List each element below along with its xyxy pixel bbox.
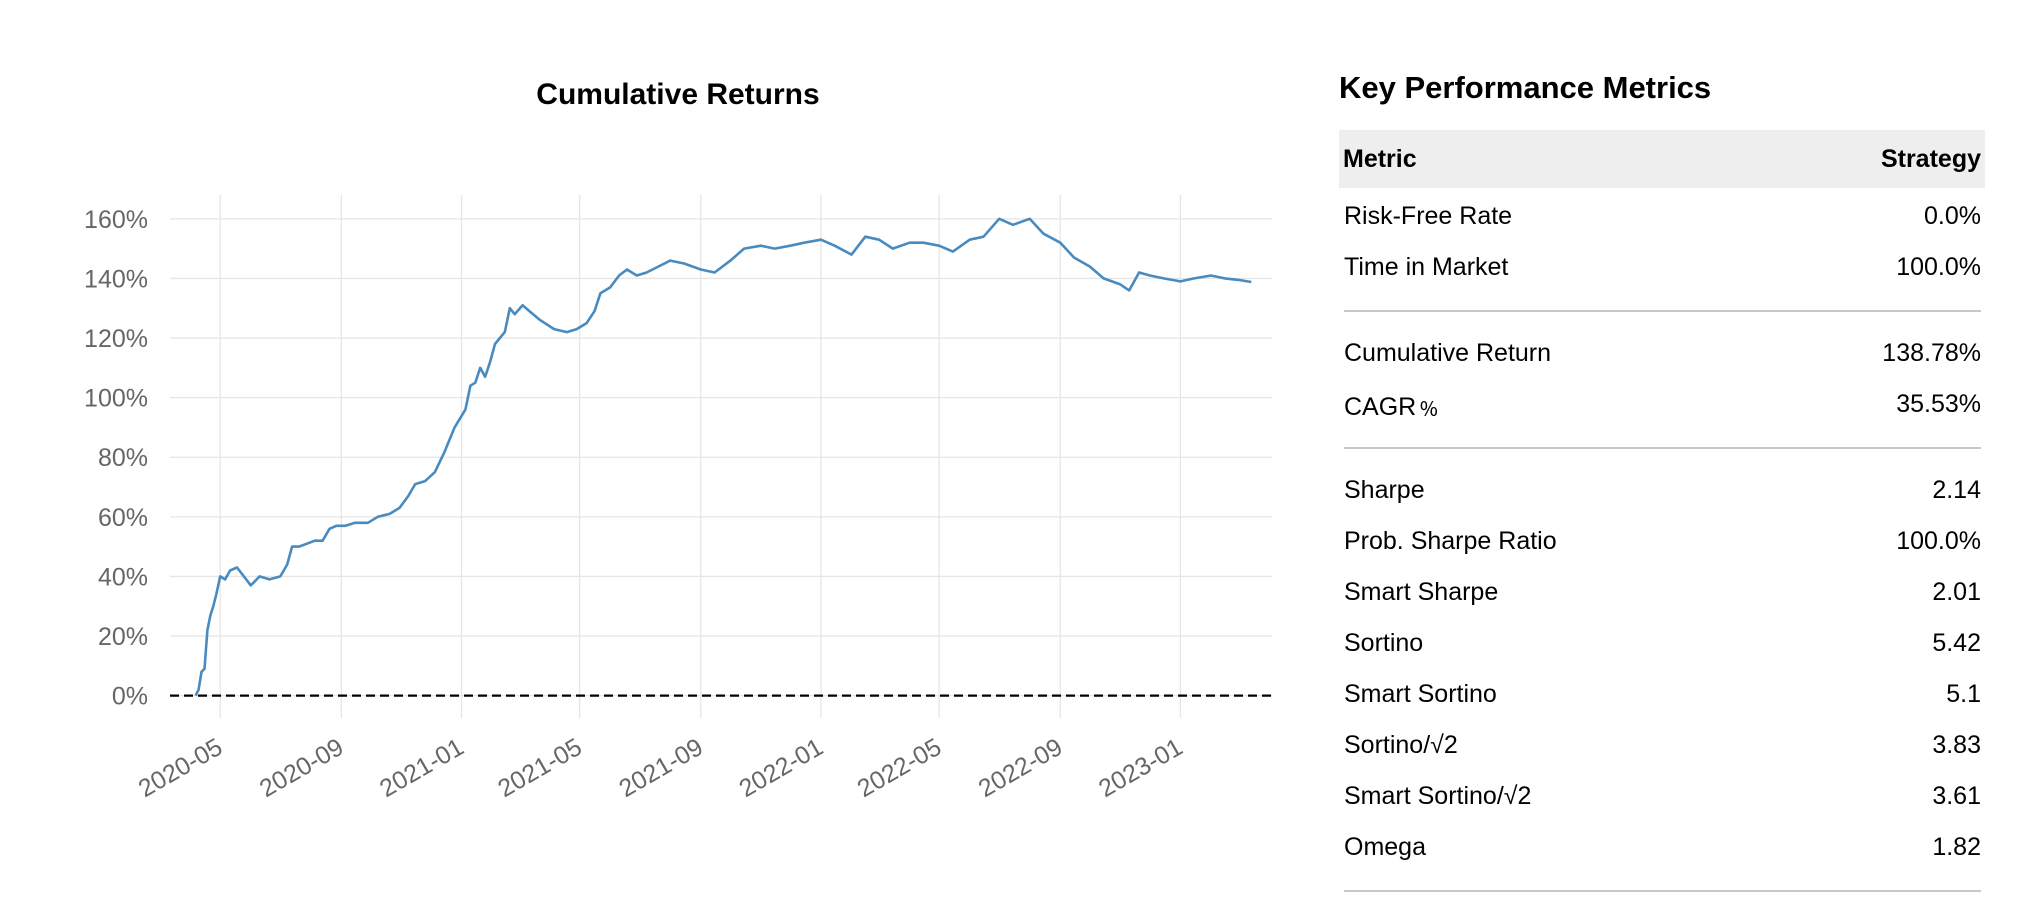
metric-value: 3.61 — [1932, 782, 1981, 810]
y-tick-label: 40% — [98, 563, 148, 591]
grid-lines — [170, 195, 1272, 718]
metric-row: Smart Sortino/√2 3.61 — [1339, 771, 1985, 822]
x-tick-label: 2020-05 — [134, 733, 227, 803]
metric-label: Smart Sharpe — [1344, 578, 1499, 606]
metrics-table: Metric Strategy Risk-Free Rate 0.0% Time… — [1339, 130, 1985, 908]
metric-value: 1.82 — [1932, 833, 1981, 861]
metric-row: Sortino 5.42 — [1339, 618, 1985, 669]
section-divider — [1339, 430, 1985, 465]
metric-label: Omega — [1344, 833, 1426, 861]
x-tick-label: 2022-01 — [735, 733, 828, 803]
cumulative-returns-chart: 0% 20% 40% 60% 80% 100% 120% 140% 160% 2020-05 20… — [84, 78, 1272, 803]
metric-row: Risk-Free Rate 0.0% — [1339, 191, 1985, 242]
metric-row: Sharpe 2.14 — [1339, 465, 1985, 516]
metric-label: Prob. Sharpe Ratio — [1344, 527, 1557, 555]
metrics-title: Key Performance Metrics — [1339, 70, 1712, 105]
metric-value: 5.1 — [1946, 680, 1981, 708]
metric-value: 2.14 — [1932, 476, 1981, 504]
chart-title: Cumulative Returns — [536, 78, 819, 111]
metric-row: Time in Market 100.0% — [1339, 242, 1985, 293]
x-tick-label: 2021-05 — [493, 733, 586, 803]
y-tick-label: 140% — [84, 265, 148, 293]
y-tick-label: 60% — [98, 504, 148, 532]
x-axis-ticks: 2020-05 2020-09 2021-01 2021-05 2021-09 2022-… — [134, 733, 1188, 803]
metric-value: 138.78% — [1882, 339, 1981, 367]
cumulative-returns-line — [194, 217, 1252, 697]
section-divider — [1339, 293, 1985, 328]
metric-value: 35.53% — [1896, 390, 1981, 418]
metric-label: Sortino — [1344, 629, 1424, 657]
metric-label: Smart Sortino/√2 — [1344, 782, 1532, 810]
chart-canvas: 0%20%40%60%80%100%120%140%160% 2020-05 20… — [84, 78, 1272, 803]
metric-value: 2.01 — [1932, 578, 1981, 606]
metric-label: Cumulative Return — [1344, 339, 1552, 367]
metric-label: CAGR﹪ — [1344, 392, 1442, 421]
metric-row: Prob. Sharpe Ratio 100.0% — [1339, 516, 1985, 567]
metric-label: Time in Market — [1344, 253, 1509, 281]
x-tick-label: 2022-05 — [853, 733, 946, 803]
metrics-header-row: Metric Strategy — [1339, 130, 1985, 188]
metric-row: Smart Sharpe 2.01 — [1339, 567, 1985, 618]
y-tick-label: 20% — [98, 623, 148, 651]
y-tick-label: 160% — [84, 206, 148, 234]
series-layer — [194, 217, 1252, 697]
y-tick-label: 0% — [112, 683, 148, 711]
y-tick-label: 120% — [84, 325, 148, 353]
metric-row: Sortino/√2 3.83 — [1339, 720, 1985, 771]
metric-row: Smart Sortino 5.1 — [1339, 669, 1985, 720]
x-tick-label: 2020-09 — [255, 733, 348, 803]
metric-value: 3.83 — [1932, 731, 1981, 759]
metric-label: Risk-Free Rate — [1344, 202, 1513, 230]
strategy-column-header: Strategy — [1880, 144, 1981, 173]
metric-label: Sortino/√2 — [1344, 731, 1458, 759]
y-tick-label: 100% — [84, 385, 148, 413]
x-tick-label: 2023-01 — [1094, 733, 1187, 803]
x-tick-label: 2021-09 — [614, 733, 707, 803]
y-axis-ticks: 0% 20% 40% 60% 80% 100% 120% 140% 160% — [84, 206, 148, 711]
metric-row: CAGR﹪ 35.53% — [1339, 379, 1985, 430]
metric-value: 100.0% — [1896, 253, 1981, 281]
metric-value: 100.0% — [1896, 527, 1981, 555]
x-tick-label: 2022-09 — [974, 733, 1067, 803]
metric-value: 5.42 — [1932, 629, 1981, 657]
metric-row: Cumulative Return 138.78% — [1339, 328, 1985, 379]
metric-value: 0.0% — [1924, 202, 1981, 230]
metric-label: Sharpe — [1344, 476, 1425, 504]
metric-label: Smart Sortino — [1344, 680, 1497, 708]
y-tick-label: 80% — [98, 444, 148, 472]
section-divider — [1339, 873, 1985, 908]
metric-row: Omega 1.82 — [1339, 822, 1985, 873]
metric-column-header: Metric — [1343, 144, 1417, 173]
x-tick-label: 2021-01 — [375, 733, 468, 803]
